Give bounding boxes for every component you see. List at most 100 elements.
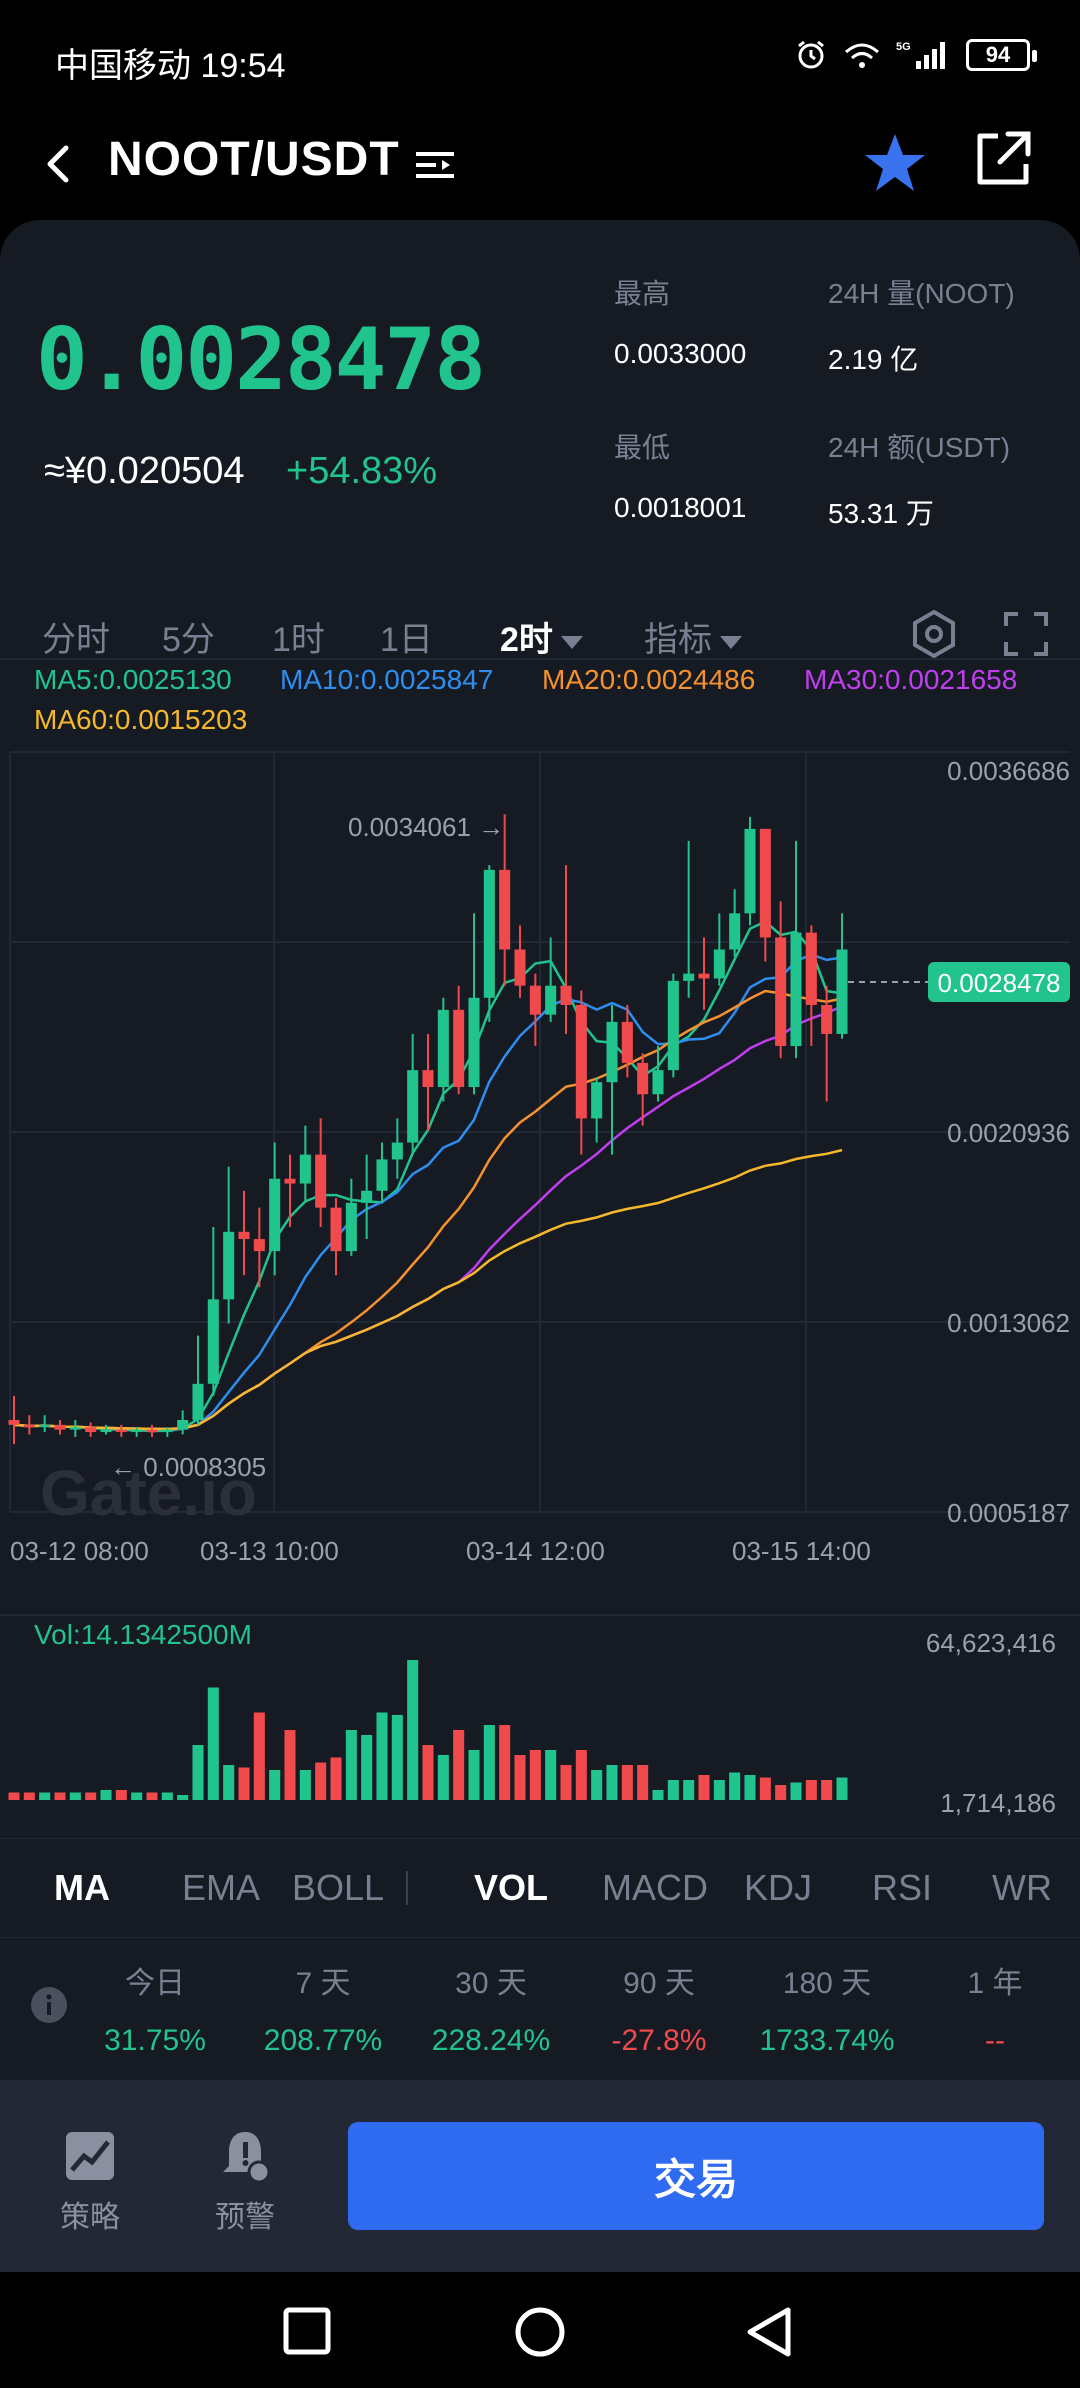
candle-up: [437, 1009, 449, 1088]
candle-up: [345, 1202, 357, 1252]
recent-apps-icon[interactable]: [282, 2306, 332, 2356]
tab-5min[interactable]: 5分: [162, 621, 215, 659]
tab-2hour[interactable]: 2时: [500, 612, 583, 661]
candle-down: [8, 1420, 20, 1425]
pair-title[interactable]: NOOT/USDT: [108, 133, 400, 186]
fullscreen-icon[interactable]: [1002, 610, 1050, 658]
chevron-down-icon: [720, 635, 742, 649]
high-value: 0.0033000: [614, 338, 747, 369]
candlestick-chart[interactable]: Gate.io 0.0036686 0.0020936 0.0013062 0.000…: [0, 530, 1080, 1830]
high-label: 最高: [614, 278, 671, 309]
alert-button[interactable]: 预警: [195, 2128, 295, 2236]
volume-bar: [146, 1792, 158, 1800]
tab-indicators-label: 指标: [644, 621, 712, 659]
candle-up: [161, 1429, 173, 1433]
perf-value: --: [985, 2024, 1005, 2057]
ma60-line: [13, 1148, 843, 1431]
candle-down: [529, 985, 541, 1015]
candle-down: [453, 1009, 465, 1088]
tab-1day[interactable]: 1日: [380, 621, 433, 659]
indicator-tab-ema[interactable]: EMA: [182, 1867, 261, 1908]
timeframe-tabs: 分时 5分 1时 1日 2时 指标: [0, 588, 1080, 678]
indicator-tab-wr[interactable]: WR: [992, 1867, 1052, 1908]
candle-down: [775, 937, 787, 1047]
volume-bar: [453, 1730, 465, 1800]
perf-label: 1 年: [967, 1967, 1023, 2000]
volume-bar: [744, 1775, 756, 1800]
candle-up: [100, 1429, 112, 1433]
volume-bar: [683, 1780, 695, 1800]
candle-down: [238, 1231, 250, 1240]
volume-bar: [238, 1767, 250, 1800]
volume-bar: [775, 1785, 787, 1800]
strategy-button[interactable]: 策略: [40, 2128, 140, 2236]
candle-up: [192, 1383, 204, 1421]
candle-up: [407, 1070, 419, 1143]
volume-bar: [790, 1782, 802, 1800]
candle-up: [39, 1424, 51, 1428]
ma20-legend: MA20:0.0024486: [542, 664, 756, 695]
indicator-tab-boll[interactable]: BOLL: [292, 1867, 385, 1908]
tab-timeshare[interactable]: 分时: [42, 621, 110, 659]
performance-row: 今日 31.75% 7 天 208.77% 30 天 228.24% 90 天 -27.…: [0, 1938, 1080, 2080]
x-tick-label: 03-14 12:00: [466, 1536, 605, 1566]
volume-bar: [299, 1770, 311, 1800]
candle-up: [177, 1420, 189, 1430]
candle-down: [85, 1427, 97, 1433]
candle-up: [223, 1231, 235, 1300]
indicator-tab-kdj[interactable]: KDJ: [744, 1867, 813, 1908]
volume-bar: [729, 1772, 741, 1800]
amount-value: 53.31 万: [828, 498, 934, 529]
candle-up: [545, 985, 557, 1015]
candle-down: [253, 1239, 265, 1252]
x-tick-label: 03-12 08:00: [10, 1536, 149, 1566]
ma60-legend: MA60:0.0015203: [34, 704, 248, 735]
indicator-tab-macd[interactable]: MACD: [602, 1867, 708, 1908]
perf-label: 30 天: [455, 1967, 527, 2000]
indicator-tab-vol[interactable]: VOL: [474, 1867, 549, 1908]
volume-bar: [591, 1770, 603, 1800]
candle-up: [269, 1178, 281, 1252]
indicator-tab-ma[interactable]: MA: [54, 1867, 110, 1908]
alert-bell-icon: [223, 2132, 271, 2184]
back-arrow-icon[interactable]: [36, 134, 80, 194]
volume-bar: [652, 1790, 664, 1800]
candle-up: [729, 913, 741, 950]
volume-bar: [100, 1790, 112, 1800]
volume-bar: [54, 1792, 66, 1800]
y-tick-label: 0.0020936: [947, 1118, 1070, 1148]
candle-up: [131, 1429, 143, 1433]
volume-bar: [422, 1745, 434, 1800]
back-nav-icon[interactable]: [744, 2306, 794, 2358]
current-price-badge: [928, 962, 1070, 1002]
candle-down: [330, 1207, 342, 1252]
info-icon[interactable]: [30, 1986, 68, 2024]
perf-label: 今日: [125, 1967, 185, 2000]
volume-bar: [131, 1792, 143, 1800]
candle-down: [23, 1424, 35, 1428]
volume-bar: [805, 1780, 817, 1800]
perf-label: 180 天: [782, 1967, 872, 2000]
favorite-star-icon[interactable]: [860, 128, 930, 198]
candle-up: [391, 1142, 403, 1160]
volume-bar: [315, 1762, 327, 1800]
indicator-tab-rsi[interactable]: RSI: [872, 1867, 933, 1908]
tab-indicators[interactable]: 指标: [644, 612, 742, 661]
strategy-chart-icon: [66, 2132, 114, 2180]
home-icon[interactable]: [512, 2306, 568, 2362]
pair-menu-icon[interactable]: [412, 140, 458, 190]
x-tick-label: 03-15 14:00: [732, 1536, 871, 1566]
ma10-line: [13, 953, 843, 1431]
settings-hexagon-icon[interactable]: [908, 608, 960, 660]
wifi-icon: [845, 43, 879, 68]
trade-button[interactable]: 交易: [348, 2122, 1044, 2230]
tab-1hour[interactable]: 1时: [272, 621, 325, 659]
volume-bar: [545, 1750, 557, 1800]
candle-down: [284, 1178, 296, 1184]
last-price: 0.0028478: [36, 310, 486, 410]
volume-bar: [391, 1715, 403, 1800]
share-icon[interactable]: [972, 128, 1034, 190]
perf-label: 90 天: [623, 1967, 695, 2000]
perf-value: -27.8%: [611, 2024, 707, 2057]
high-annotation: 0.0034061 →: [348, 812, 504, 842]
